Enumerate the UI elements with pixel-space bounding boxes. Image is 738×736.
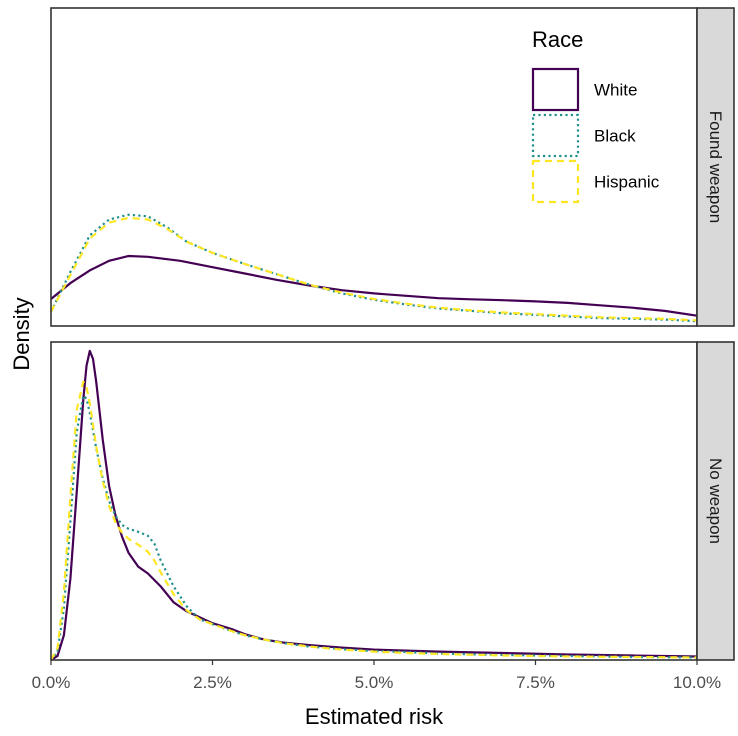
x-axis-title: Estimated risk — [305, 704, 444, 729]
panel-found-weapon-background — [51, 8, 697, 326]
panel-no-weapon-lines — [50, 349, 698, 661]
panel-no-weapon-background — [51, 342, 697, 660]
x-tick-label: 10.0% — [673, 673, 721, 692]
x-tick-label: 0.0% — [32, 673, 71, 692]
panel-found-weapon-strip — [696, 7, 735, 327]
legend-key-hispanic — [531, 159, 580, 204]
panel-found-weapon-lines — [50, 213, 698, 323]
x-tick-label: 7.5% — [516, 673, 555, 692]
panel-no-weapon-strip — [696, 341, 735, 661]
series-line-hispanic — [50, 380, 698, 661]
y-axis-title: Density — [9, 297, 34, 370]
x-tick-label: 2.5% — [193, 673, 232, 692]
legend: Race White Black Hispanic — [531, 27, 660, 204]
legend-key-black — [531, 113, 580, 158]
x-tick-label: 5.0% — [355, 673, 394, 692]
legend-keys: White Black Hispanic — [531, 67, 660, 204]
panel-found-weapon-strip-label: Found weapon — [706, 111, 725, 223]
series-line-black — [50, 394, 698, 661]
legend-label-white: White — [594, 81, 637, 100]
legend-key-white — [531, 67, 580, 112]
panel-no-weapon-strip-label: No weapon — [706, 458, 725, 544]
legend-title: Race — [532, 27, 583, 52]
legend-label-hispanic: Hispanic — [594, 173, 660, 192]
x-axis: 0.0% 2.5% 5.0% 7.5% 10.0% — [32, 660, 721, 692]
panel-no-weapon: No weapon — [50, 341, 735, 661]
series-line-white — [50, 254, 698, 317]
series-line-hispanic — [50, 216, 698, 322]
panel-found-weapon: Found weapon — [50, 7, 735, 327]
legend-label-black: Black — [594, 127, 636, 146]
series-line-white — [50, 349, 698, 661]
